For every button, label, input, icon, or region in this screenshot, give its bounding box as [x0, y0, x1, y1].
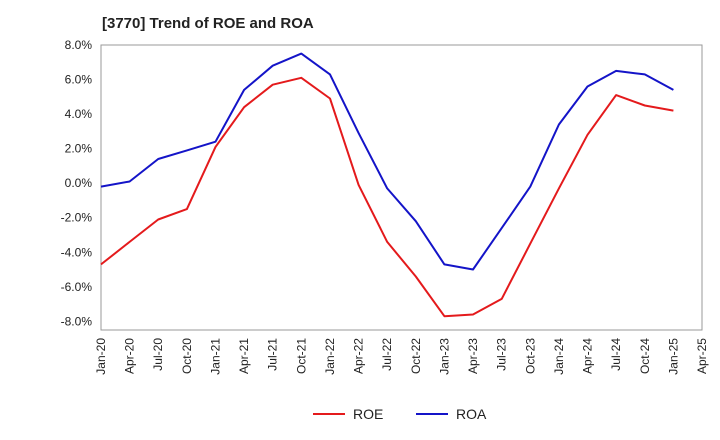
- y-tick-label: 4.0%: [65, 107, 93, 121]
- y-tick-label: -2.0%: [61, 211, 93, 225]
- y-tick-label: 0.0%: [65, 176, 93, 190]
- x-tick-label: Jul-22: [380, 338, 394, 371]
- y-tick-label: -8.0%: [61, 314, 93, 328]
- x-tick-label: Jan-23: [437, 338, 451, 375]
- x-tick-label: Apr-23: [466, 338, 480, 374]
- x-tick-label: Jul-21: [266, 338, 280, 371]
- axes: [100, 44, 703, 331]
- legend-label-roe: ROE: [353, 406, 383, 422]
- x-tick-label: Oct-24: [638, 338, 652, 374]
- legend-label-roa: ROA: [456, 406, 487, 422]
- x-tick-label: Jan-21: [208, 338, 222, 375]
- plot-area: [100, 44, 703, 331]
- x-tick-label: Apr-21: [237, 338, 251, 374]
- legend: ROE ROA: [313, 406, 487, 422]
- series-line-roe: [100, 76, 674, 318]
- series-line-roa: [100, 52, 674, 271]
- x-tick-label: Oct-22: [409, 338, 423, 374]
- y-tick-label: -6.0%: [61, 280, 93, 294]
- y-tick-label: 8.0%: [65, 38, 93, 52]
- x-tick-label: Apr-20: [123, 338, 137, 374]
- x-tick-label: Jul-24: [609, 338, 623, 371]
- chart-title: [3770] Trend of ROE and ROA: [102, 15, 314, 32]
- x-tick-label: Oct-21: [294, 338, 308, 374]
- x-tick-label: Oct-23: [523, 338, 537, 374]
- x-tick-labels: Jan-20 Apr-20 Jul-20 Oct-20 Jan-21 Apr-21 Jul-…: [94, 338, 709, 375]
- x-tick-label: Jan-20: [94, 338, 108, 375]
- y-tick-label: 2.0%: [65, 142, 93, 156]
- series-lines: [100, 52, 674, 318]
- y-tick-label: 6.0%: [65, 73, 93, 87]
- x-tick-label: Jul-23: [495, 338, 509, 371]
- x-tick-label: Oct-20: [180, 338, 194, 374]
- x-tick-label: Apr-22: [352, 338, 366, 374]
- x-tick-label: Jan-24: [552, 338, 566, 375]
- y-tick-label: -4.0%: [61, 245, 93, 259]
- x-tick-label: Jan-22: [323, 338, 337, 375]
- x-tick-label: Apr-24: [581, 338, 595, 374]
- x-tick-label: Jan-25: [666, 338, 680, 375]
- x-tick-label: Jul-20: [151, 338, 165, 371]
- y-tick-labels: 8.0% 6.0% 4.0% 2.0% 0.0% -2.0% -4.0% -6.0% -8.0%: [61, 38, 93, 328]
- x-tick-label: Apr-25: [695, 338, 709, 374]
